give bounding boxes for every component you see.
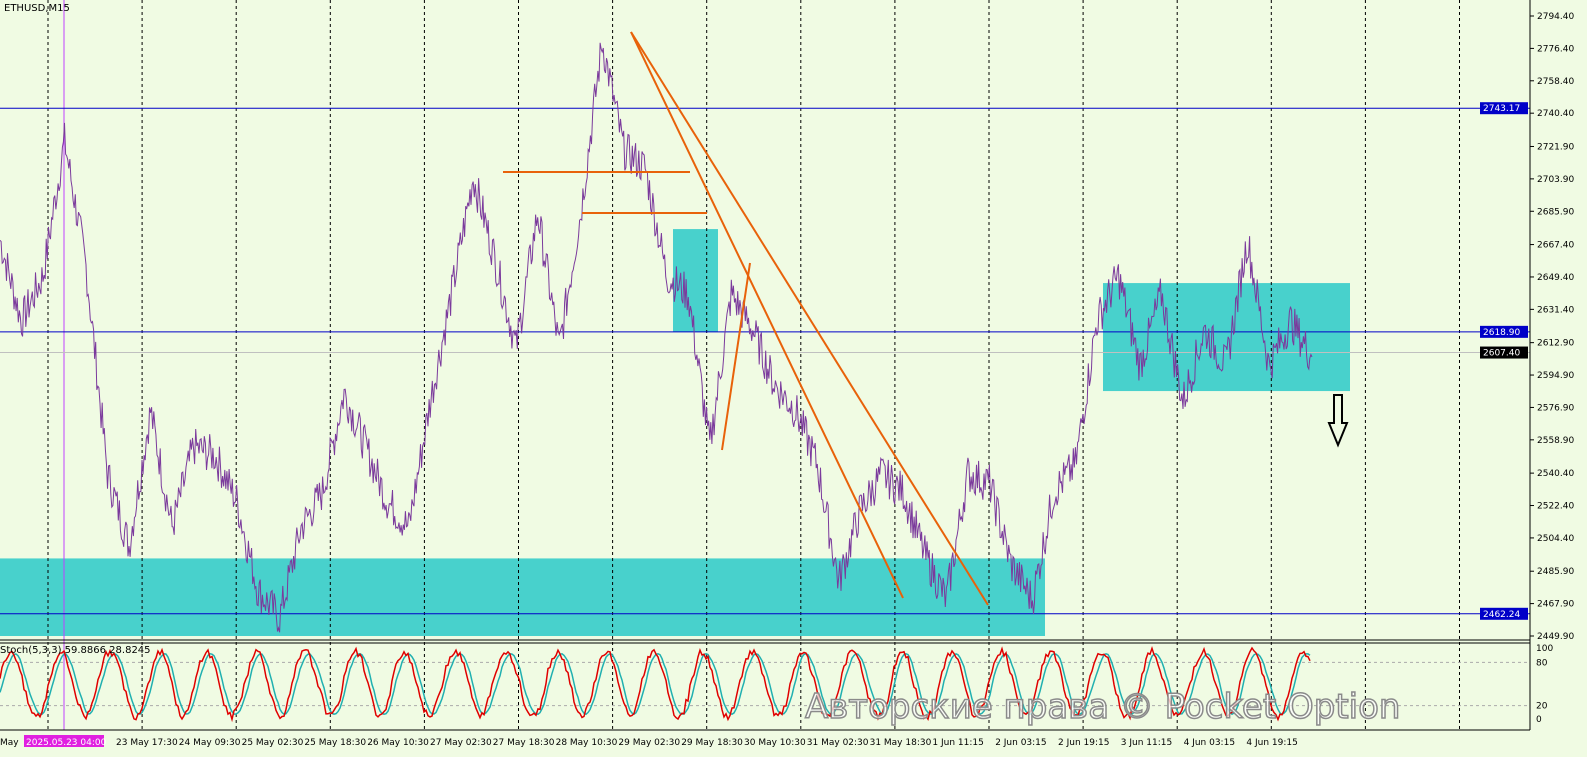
- x-tick-label: 23 May 17:30: [116, 738, 178, 748]
- y-tick-label: 2540.40: [1537, 469, 1574, 479]
- stoch-main-line: [0, 645, 1311, 723]
- stoch-axis-label: 20: [1536, 702, 1548, 712]
- y-tick-label: 2576.90: [1537, 403, 1574, 413]
- x-tick-label: 24 May 09:30: [179, 738, 241, 748]
- level-tag-label: 2462.24: [1483, 610, 1520, 620]
- x-tick-label: May: [0, 738, 19, 748]
- trendline: [630, 31, 989, 606]
- level-tag-label: 2618.90: [1483, 328, 1520, 338]
- x-tick-label: 2025.05.23 04:00: [26, 738, 107, 748]
- stochastic-label: Stoch(5,3,3) 59.8866 28.8245: [0, 645, 151, 656]
- price-tag: [1480, 346, 1528, 359]
- y-tick-label: 2794.40: [1537, 12, 1574, 22]
- level-tag: [1480, 102, 1528, 115]
- x-tick-label: 3 Jun 11:15: [1121, 738, 1172, 748]
- x-tick-label: 25 May 02:30: [242, 738, 304, 748]
- x-tick-label: 31 May 18:30: [870, 738, 932, 748]
- x-tick-label: 27 May 02:30: [430, 738, 492, 748]
- y-tick-label: 2649.40: [1537, 273, 1574, 283]
- y-tick-label: 2631.40: [1537, 305, 1574, 315]
- x-tick-label: 29 May 02:30: [618, 738, 680, 748]
- x-tick-label: 25 May 18:30: [304, 738, 366, 748]
- y-tick-label: 2467.90: [1537, 600, 1574, 610]
- x-tick-label: 4 Jun 03:15: [1184, 738, 1235, 748]
- zone-rect: [673, 229, 718, 332]
- y-tick-label: 2449.90: [1537, 632, 1574, 642]
- x-tick-label: 2 Jun 19:15: [1058, 738, 1109, 748]
- time-cursor-tag: [24, 735, 104, 747]
- level-tag: [1480, 607, 1528, 620]
- stoch-axis-label: 100: [1536, 644, 1553, 654]
- trendline: [721, 262, 751, 451]
- y-tick-label: 2612.90: [1537, 339, 1574, 349]
- trendline: [630, 31, 904, 599]
- stoch-axis-label: 0: [1536, 715, 1542, 725]
- x-tick-label: 27 May 18:30: [493, 738, 555, 748]
- y-tick-label: 2485.90: [1537, 567, 1574, 577]
- x-tick-label: 4 Jun 19:15: [1246, 738, 1297, 748]
- y-tick-label: 2740.40: [1537, 109, 1574, 119]
- price-series: [0, 42, 1313, 633]
- y-tick-label: 2504.40: [1537, 534, 1574, 544]
- zone-rect: [1103, 283, 1350, 392]
- x-tick-label: 28 May 10:30: [556, 738, 618, 748]
- y-tick-label: 2685.90: [1537, 207, 1574, 217]
- stoch-signal-line: [0, 652, 1311, 716]
- y-tick-label: 2522.40: [1537, 502, 1574, 512]
- watermark: Авторские права © Pocket Option: [804, 687, 1401, 727]
- level-tag: [1480, 325, 1528, 338]
- stoch-axis-label: 80: [1536, 658, 1548, 668]
- y-tick-label: 2558.90: [1537, 436, 1574, 446]
- level-tag-label: 2743.17: [1483, 104, 1520, 114]
- chart-title: ETHUSD,M15: [4, 3, 70, 14]
- x-tick-label: 26 May 10:30: [367, 738, 429, 748]
- price-tag-label: 2607.40: [1483, 349, 1520, 359]
- y-tick-label: 2758.40: [1537, 77, 1574, 87]
- x-tick-label: 1 Jun 11:15: [932, 738, 983, 748]
- x-tick-label: 29 May 18:30: [681, 738, 743, 748]
- y-tick-label: 2703.90: [1537, 175, 1574, 185]
- y-tick-label: 2594.90: [1537, 371, 1574, 381]
- zone-rect: [0, 558, 1045, 636]
- y-tick-label: 2776.40: [1537, 44, 1574, 54]
- x-tick-label: 31 May 02:30: [807, 738, 869, 748]
- x-tick-label: 2 Jun 03:15: [995, 738, 1046, 748]
- down-arrow-icon: [1327, 394, 1349, 448]
- y-tick-label: 2721.90: [1537, 142, 1574, 152]
- x-tick-label: 30 May 10:30: [744, 738, 806, 748]
- y-tick-label: 2667.40: [1537, 241, 1574, 251]
